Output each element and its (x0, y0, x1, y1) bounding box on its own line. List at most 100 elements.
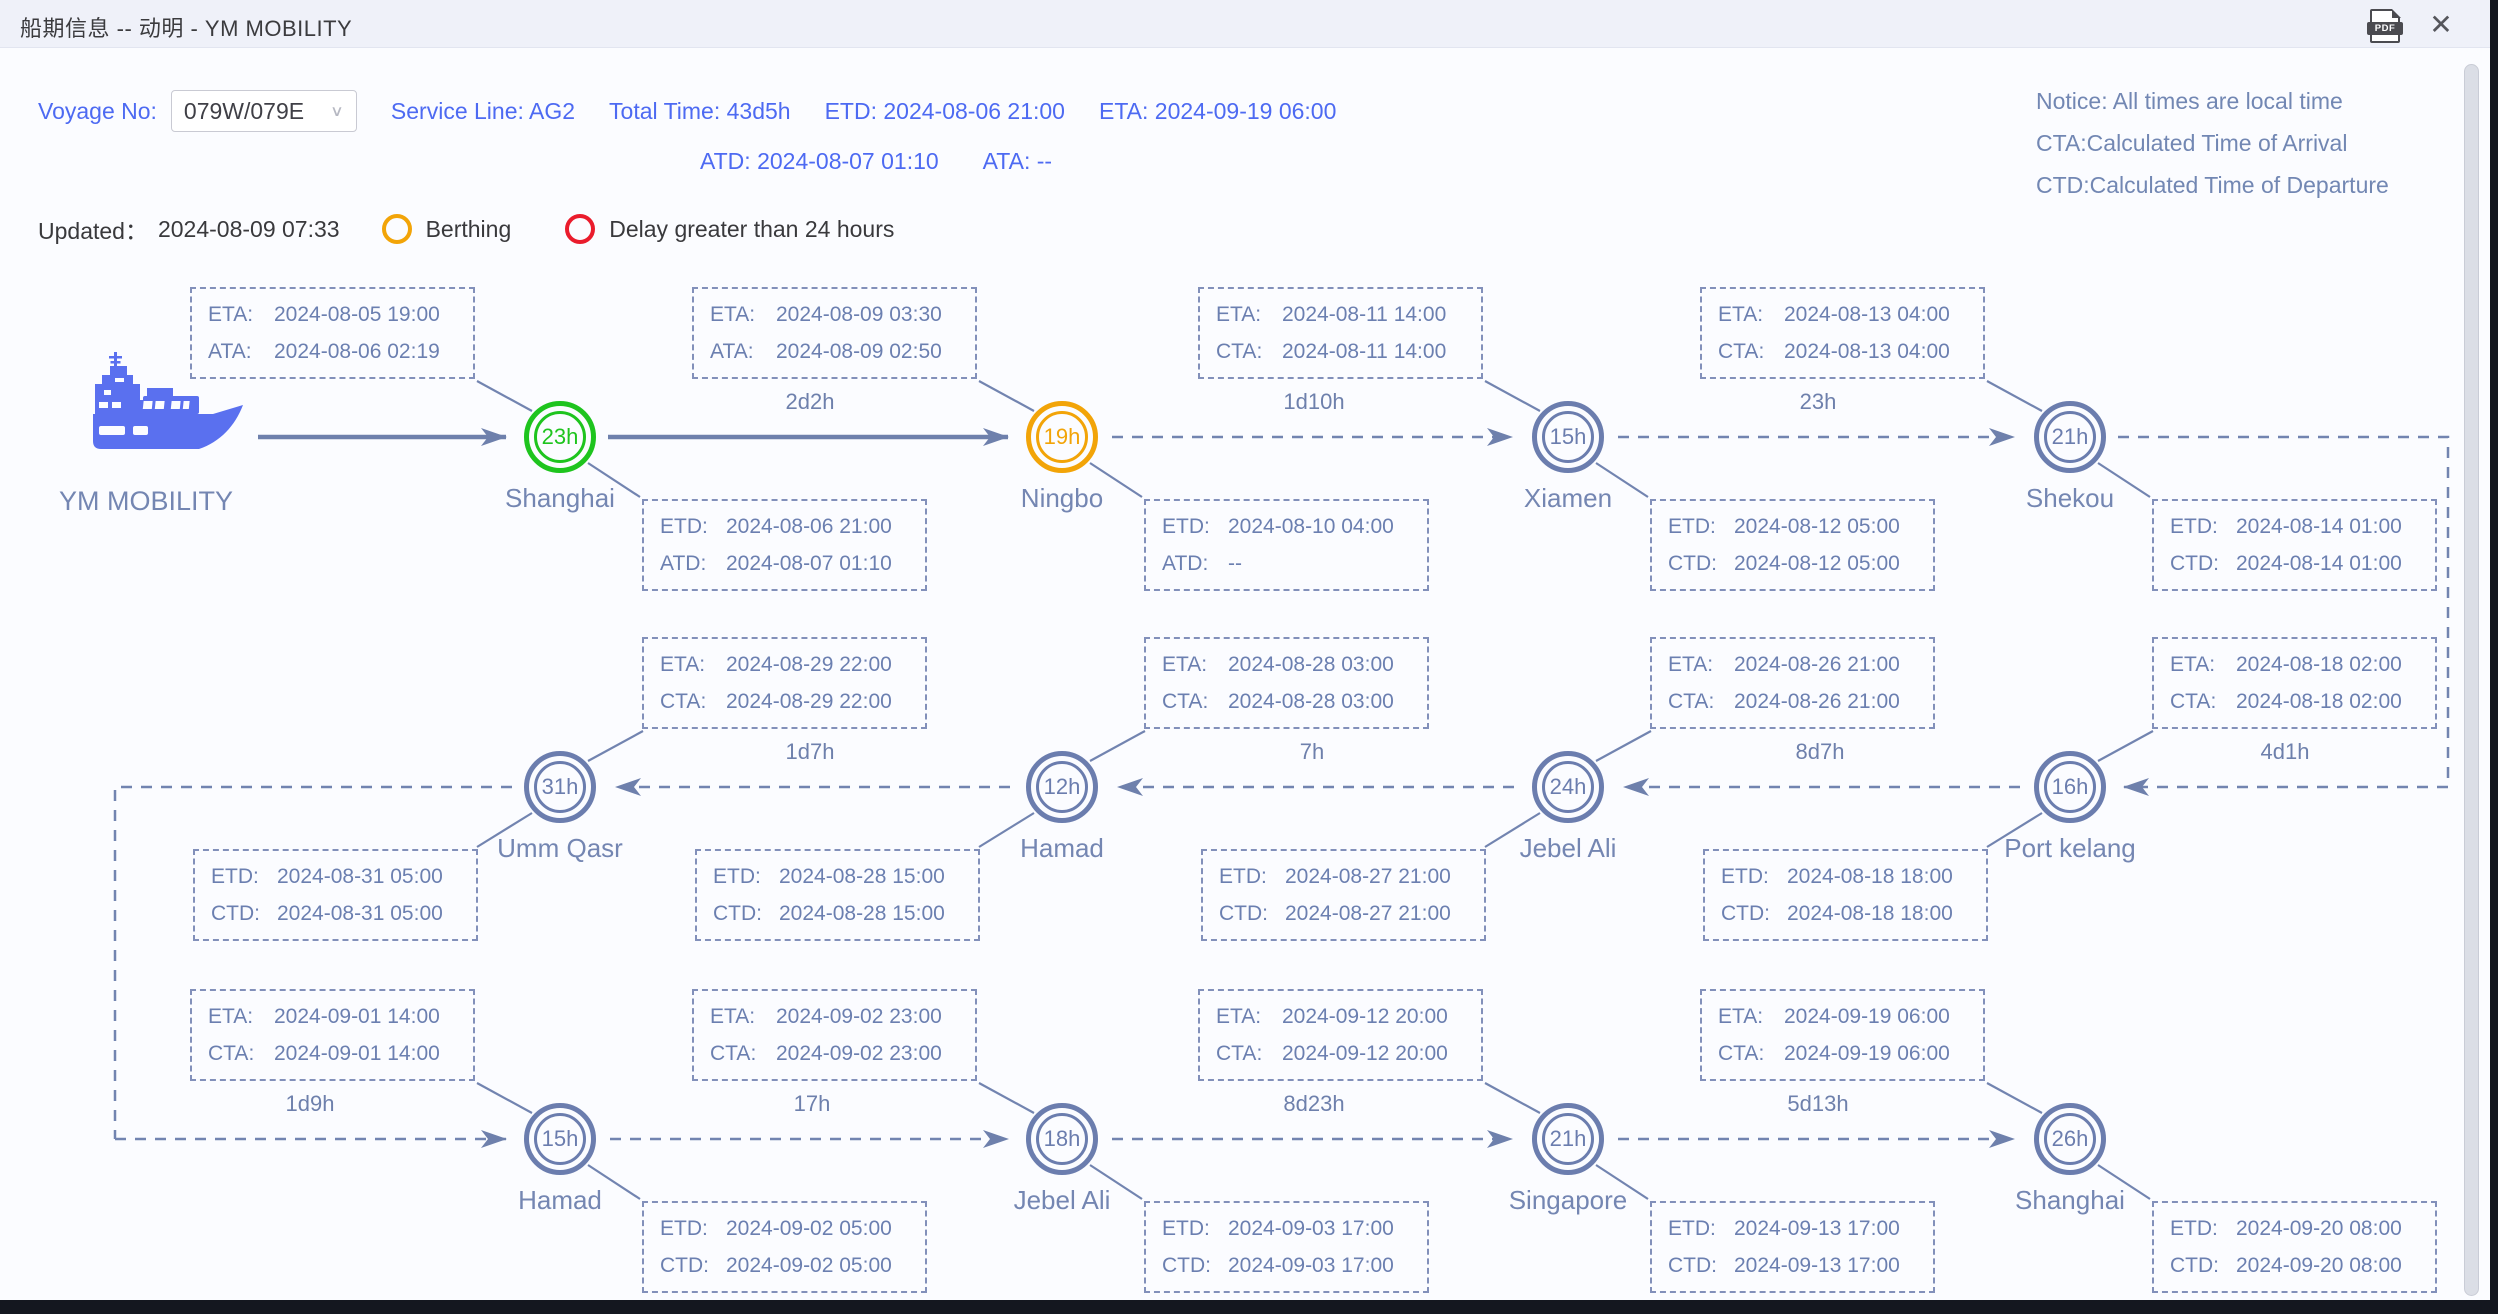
time-key: ATA: (208, 340, 252, 363)
detail-connector-line (476, 812, 533, 848)
time-row: ETA: 2024-08-18 02:00 (2170, 646, 2435, 683)
time-key: ETD: (2170, 1217, 2218, 1240)
detail-connector-line (978, 1082, 1035, 1114)
time-row: CTA: 2024-08-13 04:00 (1718, 333, 1983, 370)
time-row: ETD: 2024-08-12 05:00 (1668, 508, 1933, 545)
time-value: 2024-09-02 05:00 (726, 1254, 892, 1277)
time-row: CTA: 2024-08-26 21:00 (1668, 683, 1933, 720)
time-key: ETA: (1162, 653, 1208, 676)
time-value: 2024-09-02 05:00 (726, 1217, 892, 1240)
port-node-8-hamad[interactable]: 15h (524, 1103, 596, 1175)
time-key: ETD: (2170, 515, 2218, 538)
arrival-times-box-8-hamad: ETA: 2024-09-01 14:00 CTA: 2024-09-01 14:00 (190, 989, 475, 1081)
port-name-5-jebel-ali: Jebel Ali (1519, 833, 1617, 863)
time-row: ETA: 2024-09-19 06:00 (1718, 998, 1983, 1035)
time-key: CTA: (208, 1042, 255, 1065)
departure-times-box-3-shekou: ETD: 2024-08-14 01:00 CTD: 2024-08-14 01:00 (2152, 499, 2437, 591)
port-node-ring: 12h (1036, 761, 1088, 813)
time-key: CTA: (2170, 690, 2217, 713)
time-row: ETD: 2024-08-31 05:00 (211, 858, 476, 895)
departure-times-box-0-shanghai: ETD: 2024-08-06 21:00 ATD: 2024-08-07 01:10 (642, 499, 927, 591)
port-node-6-hamad[interactable]: 12h (1026, 751, 1098, 823)
arrival-times-box-10-singapore: ETA: 2024-09-12 20:00 CTA: 2024-09-12 20:00 (1198, 989, 1483, 1081)
departure-times-box-8-hamad: ETD: 2024-09-02 05:00 CTD: 2024-09-02 05:00 (642, 1201, 927, 1293)
time-value: 2024-08-13 04:00 (1784, 340, 1950, 363)
time-row: ETD: 2024-09-03 17:00 (1162, 1210, 1427, 1247)
port-name-4-port-kelang: Port kelang (2004, 833, 2136, 863)
port-name-1-ningbo: Ningbo (1020, 483, 1104, 513)
time-value: 2024-08-06 02:19 (274, 340, 440, 363)
time-row: ATA: 2024-08-06 02:19 (208, 333, 473, 370)
vertical-scrollbar-thumb[interactable] (2464, 64, 2479, 1296)
time-value: 2024-09-13 17:00 (1734, 1254, 1900, 1277)
detail-connector-line (1089, 730, 1146, 762)
detail-connector-line (1986, 380, 2043, 412)
port-node-0-shanghai[interactable]: 23h (524, 401, 596, 473)
departure-times-box-6-hamad: ETD: 2024-08-28 15:00 CTD: 2024-08-28 15:00 (695, 849, 980, 941)
export-pdf-button[interactable]: PDF (2366, 8, 2404, 46)
port-node-3-shekou[interactable]: 21h (2034, 401, 2106, 473)
time-value: 2024-08-12 05:00 (1734, 552, 1900, 575)
route-wrap-right (2118, 435, 2450, 787)
time-row: ETD: 2024-08-18 18:00 (1721, 858, 1986, 895)
arrival-times-box-6-hamad: ETA: 2024-08-28 03:00 CTA: 2024-08-28 03:00 (1144, 637, 1429, 729)
close-button[interactable]: ✕ (2422, 6, 2460, 44)
time-value: 2024-09-12 20:00 (1282, 1005, 1448, 1028)
vessel-name: YM MOBILITY (58, 486, 234, 516)
voyage-no-select[interactable]: 079W/079E ∨ (170, 90, 357, 132)
port-node-ring: 18h (1036, 1113, 1088, 1165)
port-name-8-hamad: Hamad (518, 1185, 602, 1215)
arrival-times-box-9-jebel-ali: ETA: 2024-09-02 23:00 CTA: 2024-09-02 23:00 (692, 989, 977, 1081)
time-key: CTD: (2170, 1254, 2219, 1277)
detail-connector-line (1089, 1164, 1143, 1200)
port-node-11-shanghai[interactable]: 26h (2034, 1103, 2106, 1175)
berthing-legend-icon (381, 214, 412, 244)
time-row: CTA: 2024-09-01 14:00 (208, 1035, 473, 1072)
time-key: CTD: (2170, 552, 2219, 575)
port-duration: 26h (2051, 1126, 2089, 1151)
detail-connector-line (978, 380, 1035, 412)
time-key: CTA: (1668, 690, 1715, 713)
arrival-times-box-7-umm-qasr: ETA: 2024-08-29 22:00 CTA: 2024-08-29 22:00 (642, 637, 927, 729)
port-duration: 21h (1549, 1126, 1587, 1151)
time-key: ETA: (1216, 303, 1262, 326)
time-row: CTD: 2024-08-27 21:00 (1219, 895, 1484, 932)
delay-legend-icon (565, 214, 596, 244)
time-key: ATA: (710, 340, 754, 363)
time-key: ETD: (1162, 1217, 1210, 1240)
notice-line-2: CTA:Calculated Time of Arrival (2036, 130, 2348, 156)
time-key: ETA: (1718, 303, 1764, 326)
time-value: 2024-09-13 17:00 (1734, 1217, 1900, 1240)
port-node-9-jebel-ali[interactable]: 18h (1026, 1103, 1098, 1175)
detail-connector-line (1484, 1082, 1541, 1114)
port-node-10-singapore[interactable]: 21h (1532, 1103, 1604, 1175)
time-key: ETD: (1721, 865, 1769, 888)
port-node-5-jebel-ali[interactable]: 24h (1532, 751, 1604, 823)
window-titlebar: 船期信息 -- 动明 - YM MOBILITY PDF ✕ (0, 0, 2490, 48)
service-line-text: Service Line: AG2 (390, 97, 576, 124)
detail-connector-line (1595, 462, 1649, 498)
time-value: 2024-08-27 21:00 (1285, 865, 1451, 888)
time-row: CTD: 2024-08-28 15:00 (713, 895, 978, 932)
total-time-text: Total Time: 43d5h (609, 97, 791, 124)
port-duration: 12h (1043, 774, 1081, 799)
transit-duration-label-3: 4d1h (2260, 739, 2310, 764)
time-row: CTA: 2024-09-02 23:00 (710, 1035, 975, 1072)
departure-times-box-11-shanghai: ETD: 2024-09-20 08:00 CTD: 2024-09-20 08:00 (2152, 1201, 2437, 1293)
time-value: 2024-08-11 14:00 (1282, 303, 1447, 326)
departure-times-box-1-ningbo: ETD: 2024-08-10 04:00 ATD: -- (1144, 499, 1429, 591)
time-key: ETD: (660, 515, 708, 538)
port-node-4-port-kelang[interactable]: 16h (2034, 751, 2106, 823)
port-name-9-jebel-ali: Jebel Ali (1013, 1185, 1111, 1215)
arrival-times-box-0-shanghai: ETA: 2024-08-05 19:00 ATA: 2024-08-06 02:19 (190, 287, 475, 379)
voyage-info-row: Voyage No: 079W/079E ∨ Service Line: AG2… (38, 90, 1336, 132)
time-key: ATD: (1162, 552, 1209, 575)
detail-connector-line (2097, 1164, 2151, 1200)
time-value: 2024-08-31 05:00 (277, 865, 443, 888)
voyage-no-value: 079W/079E (183, 97, 305, 124)
port-node-2-xiamen[interactable]: 15h (1532, 401, 1604, 473)
time-value: 2024-08-18 18:00 (1787, 902, 1953, 925)
port-node-7-umm-qasr[interactable]: 31h (524, 751, 596, 823)
time-key: ETD: (1162, 515, 1210, 538)
port-node-1-ningbo[interactable]: 19h (1026, 401, 1098, 473)
